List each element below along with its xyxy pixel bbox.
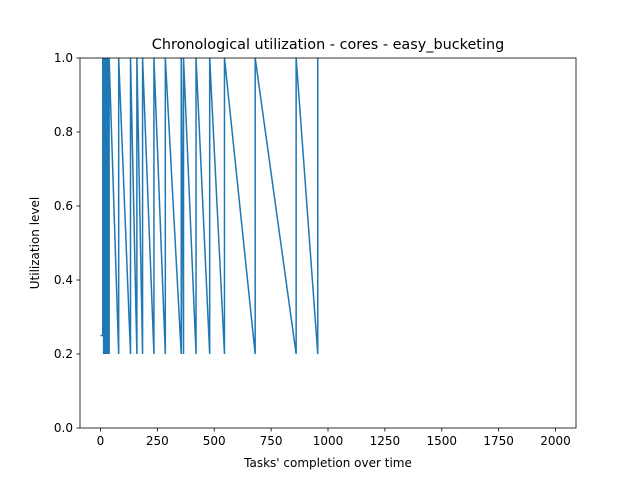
axis-ticks: 0 250 500 750 1000 1250 1500 1750 2000 0.0 0.2 0.4 0… — [54, 51, 571, 448]
y-tick-label: 1.0 — [54, 51, 73, 65]
y-tick-label: 0.6 — [54, 199, 73, 213]
y-tick-label: 0.0 — [54, 421, 73, 435]
plot-area — [100, 57, 319, 355]
x-tick-label: 0 — [97, 434, 105, 448]
x-tick-label: 1000 — [313, 434, 344, 448]
x-tick-label: 750 — [260, 434, 283, 448]
y-axis-label: Utilization level — [28, 197, 42, 289]
x-tick-label: 250 — [146, 434, 169, 448]
x-axis-label: Tasks' completion over time — [243, 456, 412, 470]
x-tick-label: 1750 — [483, 434, 514, 448]
x-tick-label: 2000 — [540, 434, 571, 448]
series-line-0 — [100, 57, 319, 355]
y-tick-label: 0.4 — [54, 273, 73, 287]
x-tick-label: 500 — [203, 434, 226, 448]
chart-title: Chronological utilization - cores - easy… — [152, 37, 504, 53]
x-tick-label: 1250 — [370, 434, 401, 448]
y-tick-label: 0.8 — [54, 125, 73, 139]
axes-frame — [79, 57, 577, 429]
y-tick-label: 0.2 — [54, 347, 73, 361]
x-tick-label: 1500 — [426, 434, 457, 448]
